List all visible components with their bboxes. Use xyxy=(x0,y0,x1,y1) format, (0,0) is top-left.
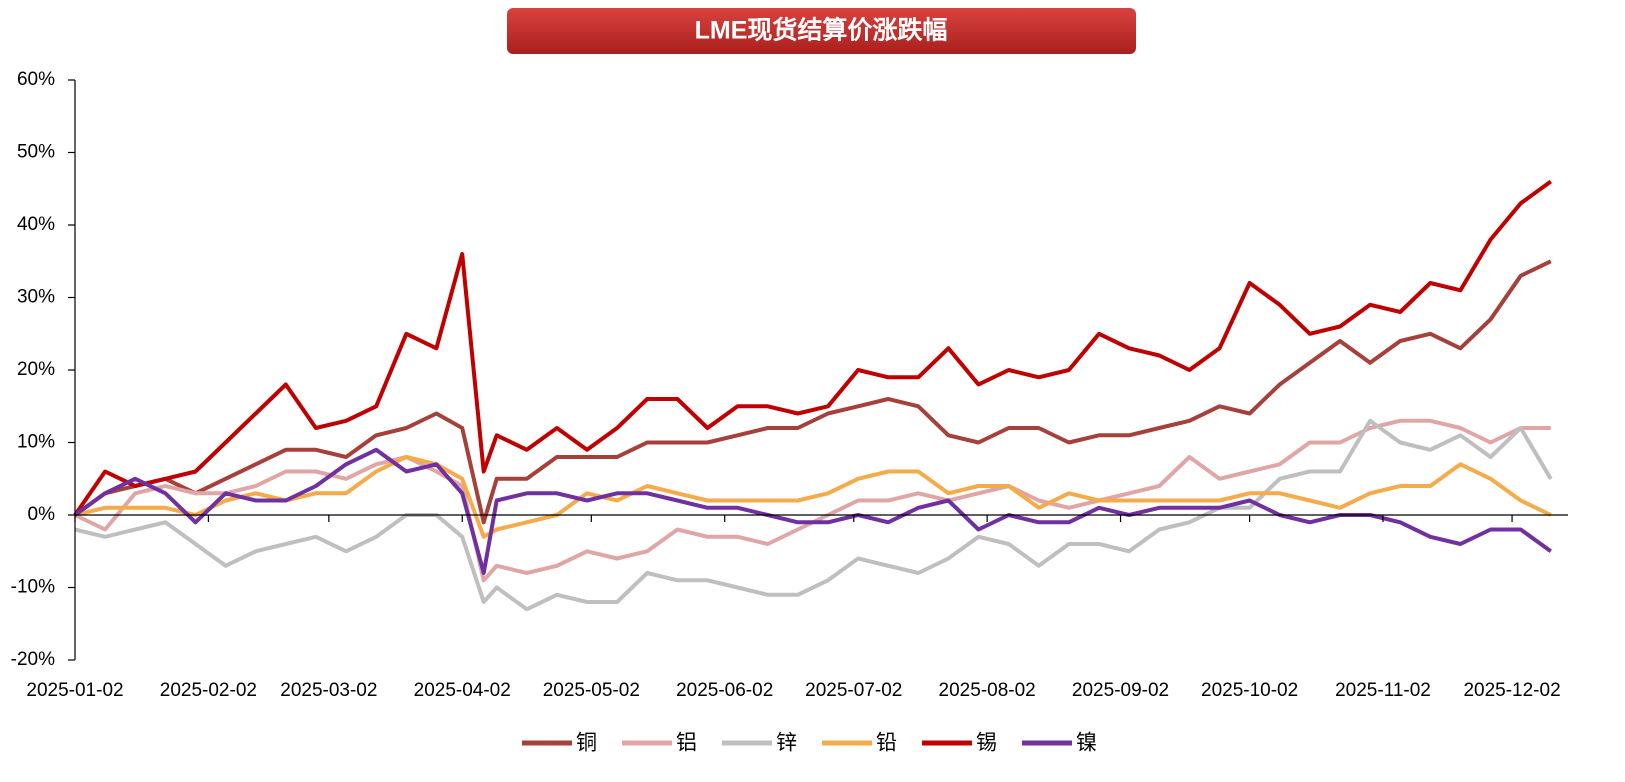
y-tick-label: -20% xyxy=(11,649,55,670)
legend-label: 镍 xyxy=(1076,732,1097,755)
x-tick-label: 2025-06-02 xyxy=(676,680,773,701)
legend-label: 铜 xyxy=(576,732,597,755)
chart-title: LME现货结算价涨跌幅 xyxy=(695,16,948,45)
y-tick-label: 60% xyxy=(17,69,55,90)
y-tick-label: 0% xyxy=(28,504,56,525)
x-tick-label: 2025-05-02 xyxy=(543,680,640,701)
x-tick-label: 2025-10-02 xyxy=(1201,680,1298,701)
series-line xyxy=(73,259,1552,525)
series-line xyxy=(73,447,1552,575)
x-tick-label: 2025-03-02 xyxy=(280,680,377,701)
title-banner xyxy=(507,8,1136,54)
plot-area xyxy=(73,179,1553,612)
legend-label: 锡 xyxy=(976,732,997,755)
y-tick-label: 10% xyxy=(17,432,55,453)
x-tick-label: 2025-02-02 xyxy=(160,680,257,701)
legend-label: 锌 xyxy=(776,732,797,755)
y-tick-label: -10% xyxy=(11,577,55,598)
series-line xyxy=(74,455,1552,539)
x-tick-label: 2025-01-02 xyxy=(26,680,123,701)
x-tick-label: 2025-08-02 xyxy=(939,680,1036,701)
y-tick-label: 40% xyxy=(17,214,55,235)
x-tick-label: 2025-11-02 xyxy=(1335,680,1431,701)
legend-label: 铝 xyxy=(676,732,697,755)
x-tick-label: 2025-04-02 xyxy=(414,680,511,701)
x-tick-label: 2025-12-02 xyxy=(1463,680,1560,701)
series-line xyxy=(73,179,1552,517)
y-tick-label: 30% xyxy=(17,287,55,308)
y-tick-label: 20% xyxy=(17,359,55,380)
x-tick-label: 2025-09-02 xyxy=(1072,680,1169,701)
y-tick-label: 50% xyxy=(17,142,55,163)
x-tick-label: 2025-07-02 xyxy=(805,680,902,701)
series-line xyxy=(74,418,1553,612)
legend-label: 铅 xyxy=(876,732,897,755)
series-line xyxy=(74,418,1551,583)
